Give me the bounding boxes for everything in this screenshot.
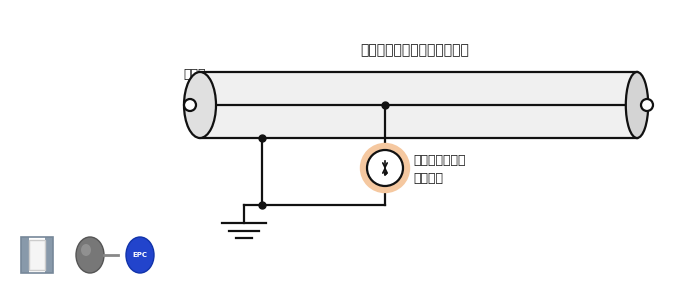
Circle shape xyxy=(184,99,196,111)
Ellipse shape xyxy=(126,237,154,273)
Ellipse shape xyxy=(360,143,410,193)
Ellipse shape xyxy=(626,72,648,138)
Bar xyxy=(45,237,53,273)
Bar xyxy=(21,237,29,273)
Bar xyxy=(21,237,53,273)
Circle shape xyxy=(367,150,403,186)
Ellipse shape xyxy=(81,244,91,256)
Ellipse shape xyxy=(184,72,216,138)
Bar xyxy=(29,240,45,270)
Text: （２極）: （２極） xyxy=(413,172,443,184)
Text: 通信線: 通信線 xyxy=(183,68,206,82)
Ellipse shape xyxy=(76,237,104,273)
Text: サージアレスタ: サージアレスタ xyxy=(413,154,466,166)
Text: 同軸ケーブル（シールド線）: 同軸ケーブル（シールド線） xyxy=(360,43,470,57)
Circle shape xyxy=(641,99,653,111)
Bar xyxy=(200,72,637,138)
Text: EPC: EPC xyxy=(132,252,148,258)
